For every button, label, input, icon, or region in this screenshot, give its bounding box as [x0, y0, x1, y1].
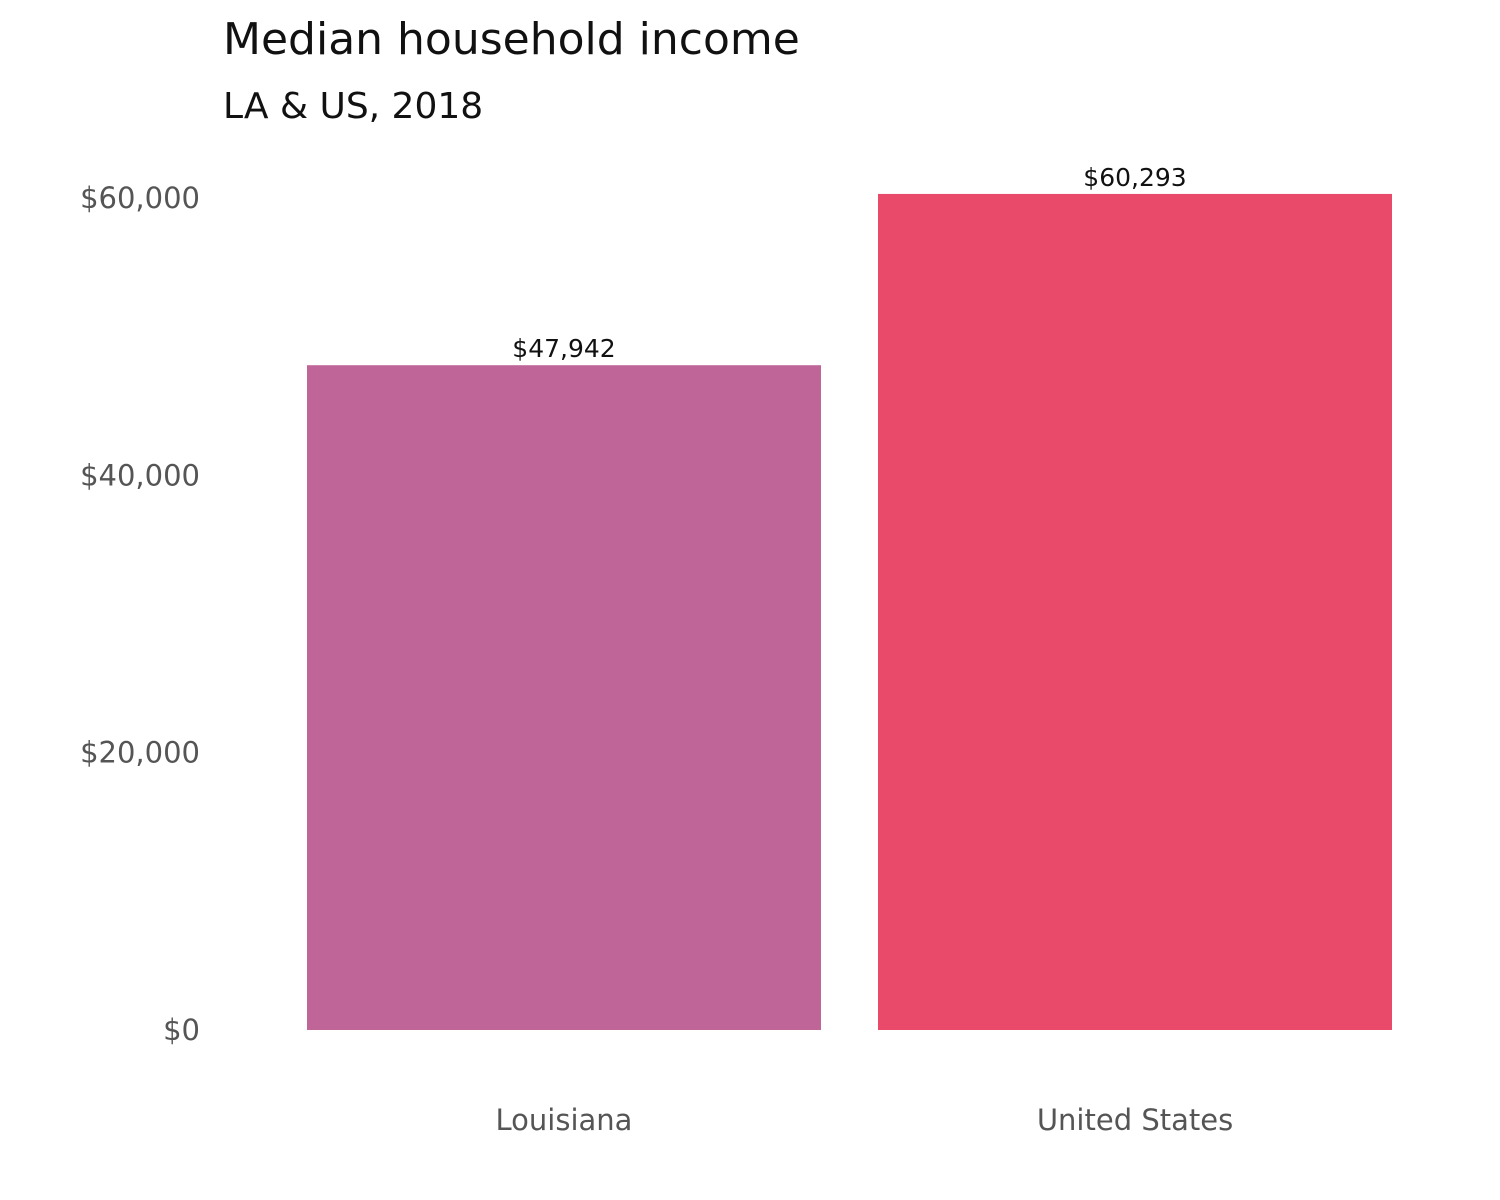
data-label: $60,293: [1083, 163, 1186, 192]
y-tick-label: $20,000: [80, 736, 200, 770]
chart-title: Median household income: [223, 14, 800, 65]
y-tick-label: $60,000: [80, 181, 200, 215]
y-tick-label: $0: [163, 1013, 200, 1047]
y-tick-label: $40,000: [80, 458, 200, 492]
bar-louisiana: [307, 365, 821, 1031]
x-tick-label: Louisiana: [496, 1103, 633, 1137]
data-label: $47,942: [512, 334, 615, 363]
x-tick-label: United States: [1037, 1103, 1233, 1137]
bar-united-states: [878, 193, 1392, 1030]
chart-subtitle: LA & US, 2018: [223, 86, 484, 127]
